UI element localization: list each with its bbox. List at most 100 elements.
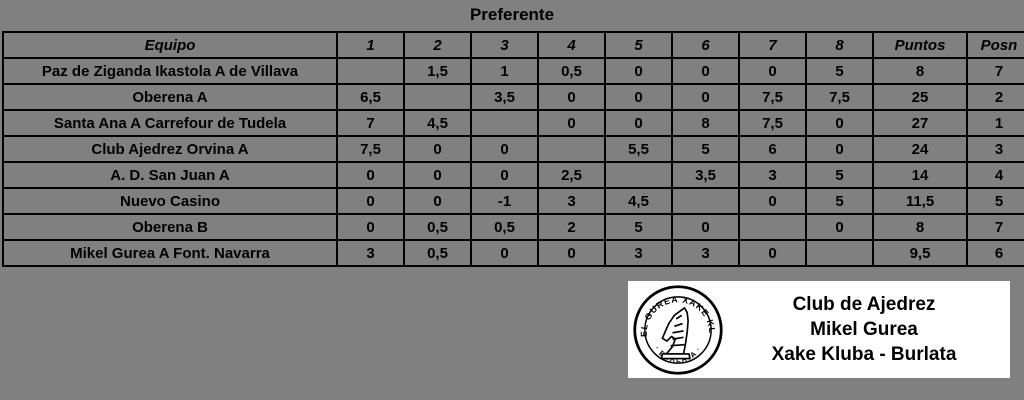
score-cell: 0 <box>740 59 805 83</box>
score-cell: 0 <box>673 85 738 109</box>
page-title: Preferente <box>469 5 555 24</box>
table-row: Nuevo Casino 0 0 -1 3 4,5 0 5 11,5 5 <box>4 189 1024 213</box>
diagonal-cell <box>807 241 872 265</box>
score-cell: 0 <box>472 137 537 161</box>
score-cell: 0 <box>539 85 604 109</box>
table-row: Paz de Ziganda Ikastola A de Villava 1,5 1… <box>4 59 1024 83</box>
score-cell: 0 <box>673 59 738 83</box>
diagonal-cell <box>539 137 604 161</box>
team-name-cell: Oberena B <box>4 215 336 239</box>
score-cell: 0 <box>405 189 470 213</box>
score-cell: 0 <box>338 163 403 187</box>
score-cell: 6 <box>740 137 805 161</box>
score-cell: 0 <box>472 163 537 187</box>
points-cell: 11,5 <box>874 189 966 213</box>
team-name-cell: Club Ajedrez Orvina A <box>4 137 336 161</box>
score-cell: 4,5 <box>606 189 671 213</box>
score-cell: 4,5 <box>405 111 470 135</box>
score-cell: 3,5 <box>673 163 738 187</box>
score-cell: 1,5 <box>405 59 470 83</box>
score-cell: 5 <box>807 59 872 83</box>
score-cell: 0,5 <box>539 59 604 83</box>
score-cell: 5 <box>673 137 738 161</box>
score-cell: 0,5 <box>472 215 537 239</box>
score-cell: 0 <box>405 163 470 187</box>
diagonal-cell <box>405 85 470 109</box>
score-cell: 0 <box>606 111 671 135</box>
team-name-cell: Santa Ana A Carrefour de Tudela <box>4 111 336 135</box>
column-header-round-8: 8 <box>807 33 872 57</box>
score-cell: 2 <box>539 215 604 239</box>
club-logo-box: MIKEL GUREA XAKE KLUBA · BURLATA · Club … <box>628 281 1010 378</box>
score-cell: 3 <box>338 241 403 265</box>
score-cell: 3 <box>673 241 738 265</box>
score-cell: 0 <box>807 137 872 161</box>
points-cell: 25 <box>874 85 966 109</box>
score-cell: 0,5 <box>405 241 470 265</box>
score-cell: 0 <box>740 241 805 265</box>
score-cell: 0 <box>807 215 872 239</box>
score-cell: 0,5 <box>405 215 470 239</box>
club-seal-icon: MIKEL GUREA XAKE KLUBA · BURLATA · <box>632 284 723 375</box>
table-row: A. D. San Juan A 0 0 0 2,5 3,5 3 5 14 4 <box>4 163 1024 187</box>
club-name-line-3: Xake Kluba - Burlata <box>771 344 957 365</box>
header-row: Equipo 1 2 3 4 5 6 7 8 Puntos Posn <box>4 33 1024 57</box>
score-cell: 0 <box>338 215 403 239</box>
diagonal-cell <box>338 59 403 83</box>
score-cell: 0 <box>740 189 805 213</box>
score-cell: 5 <box>807 163 872 187</box>
score-cell: 7,5 <box>807 85 872 109</box>
score-cell: 5 <box>606 215 671 239</box>
score-cell: 0 <box>472 241 537 265</box>
diagonal-cell <box>606 163 671 187</box>
table-row: Mikel Gurea A Font. Navarra 3 0,5 0 0 3 3 0 9,5 6 <box>4 241 1024 265</box>
club-name-block: Club de Ajedrez Mikel Gurea Xake Kluba -… <box>724 292 1010 367</box>
standings-table: Equipo 1 2 3 4 5 6 7 8 Puntos Posn Paz d… <box>2 31 1024 267</box>
score-cell: 0 <box>606 85 671 109</box>
position-cell: 5 <box>968 189 1024 213</box>
score-cell: 7 <box>338 111 403 135</box>
club-name-line-2: Mikel Gurea <box>810 319 918 340</box>
team-name-cell: Mikel Gurea A Font. Navarra <box>4 241 336 265</box>
score-cell: 0 <box>539 111 604 135</box>
points-cell: 27 <box>874 111 966 135</box>
score-cell: 1 <box>472 59 537 83</box>
points-cell: 14 <box>874 163 966 187</box>
diagonal-cell <box>673 189 738 213</box>
column-header-round-1: 1 <box>338 33 403 57</box>
column-header-round-2: 2 <box>405 33 470 57</box>
score-cell: 7,5 <box>740 85 805 109</box>
score-cell: 3,5 <box>472 85 537 109</box>
team-name-cell: Oberena A <box>4 85 336 109</box>
score-cell: 0 <box>807 111 872 135</box>
position-cell: 2 <box>968 85 1024 109</box>
score-cell: 0 <box>405 137 470 161</box>
table-row: Santa Ana A Carrefour de Tudela 7 4,5 0 0 8 7,… <box>4 111 1024 135</box>
position-cell: 1 <box>968 111 1024 135</box>
position-cell: 3 <box>968 137 1024 161</box>
position-cell: 7 <box>968 215 1024 239</box>
table-body: Paz de Ziganda Ikastola A de Villava 1,5 1… <box>4 59 1024 265</box>
points-cell: 8 <box>874 59 966 83</box>
score-cell: 0 <box>606 59 671 83</box>
score-cell: 0 <box>338 189 403 213</box>
column-header-round-6: 6 <box>673 33 738 57</box>
column-header-round-3: 3 <box>472 33 537 57</box>
club-name-line-1: Club de Ajedrez <box>792 294 936 315</box>
score-cell: -1 <box>472 189 537 213</box>
column-header-round-5: 5 <box>606 33 671 57</box>
score-cell: 0 <box>673 215 738 239</box>
table-header: Equipo 1 2 3 4 5 6 7 8 Puntos Posn <box>4 33 1024 57</box>
team-name-cell: Nuevo Casino <box>4 189 336 213</box>
diagonal-cell <box>740 215 805 239</box>
column-header-points: Puntos <box>874 33 966 57</box>
score-cell: 7,5 <box>338 137 403 161</box>
score-cell: 6,5 <box>338 85 403 109</box>
column-header-team: Equipo <box>4 33 336 57</box>
position-cell: 6 <box>968 241 1024 265</box>
position-cell: 7 <box>968 59 1024 83</box>
score-cell: 0 <box>539 241 604 265</box>
score-cell: 2,5 <box>539 163 604 187</box>
score-cell: 5,5 <box>606 137 671 161</box>
score-cell: 5 <box>807 189 872 213</box>
